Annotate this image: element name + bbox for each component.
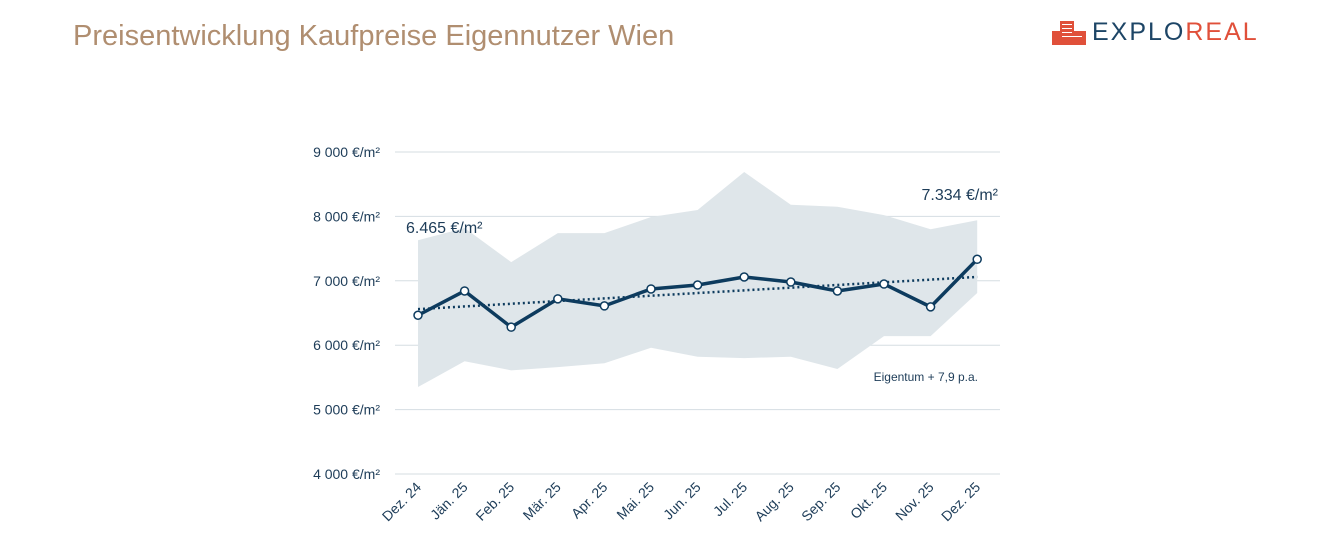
page-title: Preisentwicklung Kaufpreise Eigennutzer … — [73, 20, 675, 52]
data-point — [972, 254, 982, 265]
y-tick-label: 4 000 €/m² — [313, 466, 380, 482]
data-point — [459, 286, 470, 296]
x-tick-label: Feb. 25 — [472, 479, 517, 524]
y-tick-label: 5 000 €/m² — [313, 402, 380, 418]
data-point — [832, 286, 843, 296]
x-tick-label: Jun. 25 — [660, 479, 704, 523]
x-tick-label: Aug. 25 — [751, 479, 797, 525]
y-tick-label: 7 000 €/m² — [313, 273, 380, 289]
data-point — [553, 294, 563, 304]
data-point — [646, 284, 656, 294]
x-tick-label: Jän. 25 — [427, 479, 471, 523]
logo-text-real: REAL — [1185, 18, 1259, 46]
data-point — [786, 277, 796, 287]
end-value-label: 7.334 €/m² — [922, 187, 999, 204]
x-tick-label: Sep. 25 — [798, 479, 844, 525]
trend-label: Eigentum + 7,9 p.a. — [874, 370, 978, 384]
y-tick-label: 6 000 €/m² — [313, 337, 380, 353]
x-tick-label: Nov. 25 — [892, 479, 937, 524]
range-band — [418, 171, 978, 388]
x-tick-label: Dez. 25 — [938, 479, 984, 525]
y-tick-label: 9 000 €/m² — [313, 144, 380, 160]
y-tick-label: 8 000 €/m² — [313, 208, 380, 224]
data-point — [925, 302, 936, 312]
data-point — [506, 322, 516, 332]
building-icon — [1052, 20, 1086, 45]
x-tick-label: Dez. 24 — [379, 479, 425, 525]
x-tick-label: Okt. 25 — [847, 479, 890, 522]
data-point — [739, 272, 749, 282]
x-tick-label: Jul. 25 — [710, 479, 751, 520]
x-tick-label: Apr. 25 — [568, 479, 611, 522]
explorereal-logo: EXPLOREAL — [1052, 18, 1259, 47]
data-point — [692, 280, 703, 290]
x-tick-label: Mai. 25 — [613, 479, 657, 523]
data-point — [599, 301, 610, 311]
logo-text-explo: EXPLO — [1092, 18, 1186, 46]
start-value-label: 6.465 €/m² — [406, 220, 483, 237]
data-point — [413, 310, 423, 321]
x-tick-label: Mär. 25 — [520, 479, 564, 523]
data-point — [879, 279, 889, 289]
